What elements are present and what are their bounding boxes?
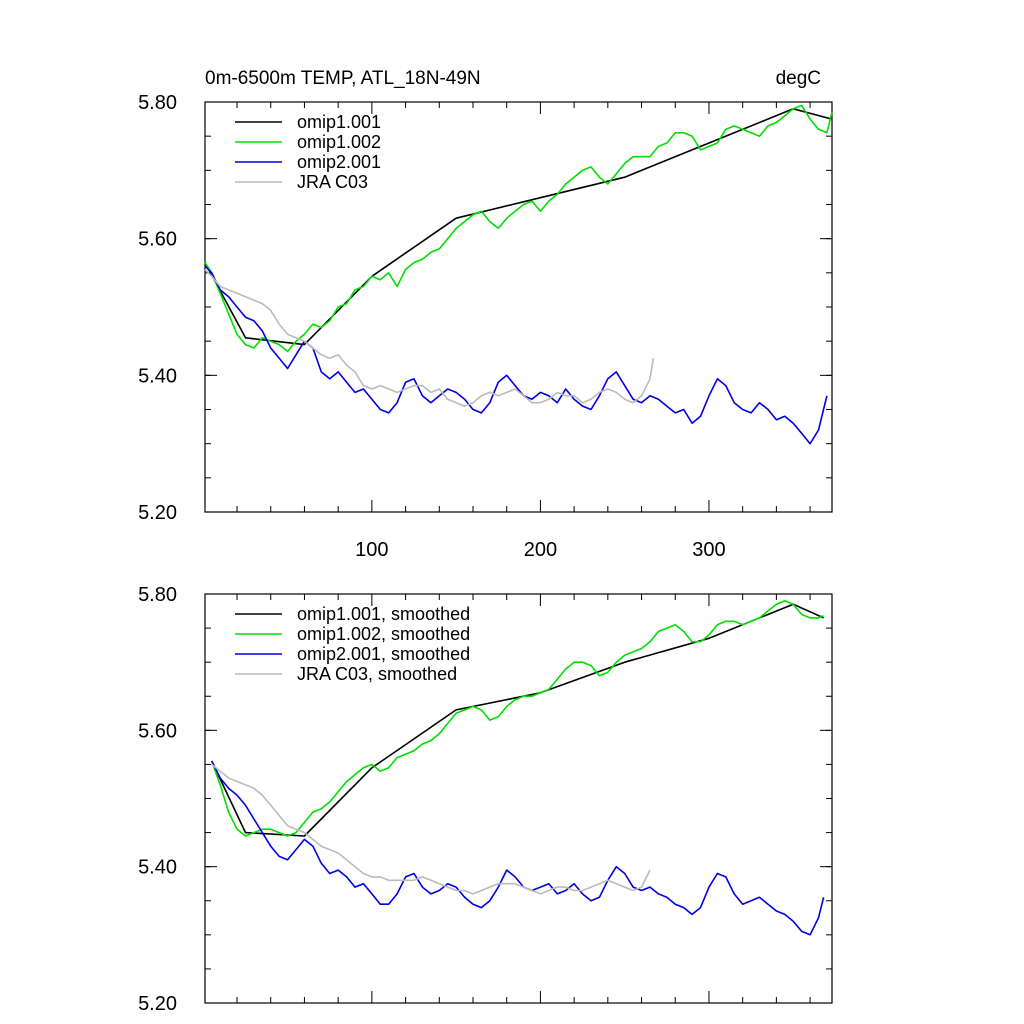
y-tick-label: 5.60 [138,720,177,742]
legend-label: omip2.001 [297,152,381,172]
legend-label: omip1.002 [297,132,381,152]
legend-label: JRA C03 [297,172,368,192]
legend-label: omip2.001, smoothed [297,644,470,664]
y-tick-label: 5.60 [138,229,177,251]
legend-label: omip1.001, smoothed [297,604,470,624]
y-tick-label: 5.80 [138,584,177,606]
series-line-jra-c03-smoothed [211,763,651,895]
chart-units: degC [776,68,821,89]
x-tick-label: 100 [355,539,388,561]
chart-title: 0m-6500m TEMP, ATL_18N-49N [205,68,481,89]
y-tick-label: 5.40 [138,857,177,879]
series-line-omip2-001 [204,265,828,445]
series-line-omip1-002-smoothed [210,599,824,837]
legend-label: JRA C03, smoothed [297,664,457,684]
y-tick-label: 5.20 [138,993,177,1015]
y-tick-label: 5.80 [138,92,177,114]
legend-label: omip1.001 [297,112,381,132]
x-tick-label: 200 [524,539,557,561]
y-tick-label: 5.40 [138,365,177,387]
series-line-omip2-001-smoothed [210,760,825,936]
panel-smoothed: 5.20 5.40 5.60 5.80 omip1.001, smoothedomip1… [138,584,833,1015]
x-tick-label: 300 [692,539,725,561]
series-line-omip1-001 [204,108,833,346]
legend-label: omip1.002, smoothed [297,624,470,644]
series-line-omip1-002 [204,104,833,353]
panel-raw: 5.20 5.40 5.60 5.80 100 200 300 omip1.001omip1.… [138,92,833,561]
series-line-jra-c03 [204,268,655,407]
y-tick-label: 5.20 [138,502,177,524]
